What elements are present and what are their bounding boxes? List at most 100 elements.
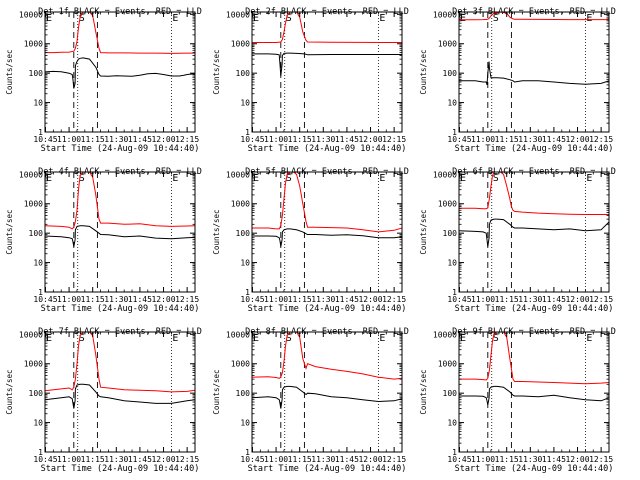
y-tick-label: 10	[240, 419, 250, 428]
x-axis-label: Start Time (24-Aug-09 10:44:40)	[41, 144, 200, 154]
y-tick-label: 10000	[19, 330, 43, 339]
lld-series-line	[459, 332, 609, 385]
events-series-line	[459, 218, 609, 247]
events-series-line	[45, 225, 195, 247]
x-tick-label: 11:00	[264, 455, 288, 464]
x-tick-label: 12:00	[151, 455, 175, 464]
x-tick-label: 11:30	[518, 135, 542, 144]
y-tick-label: 10000	[19, 10, 43, 19]
x-tick-label: 10:45	[33, 455, 57, 464]
y-tick-label: 10	[240, 99, 250, 108]
plot-frame	[251, 331, 403, 453]
events-series-line	[252, 385, 402, 409]
x-tick-label: 11:15	[495, 295, 519, 304]
y-tick-label: 10	[33, 259, 43, 268]
x-tick-label: 11:45	[542, 295, 566, 304]
x-axis-label: Start Time (24-Aug-09 10:44:40)	[41, 464, 200, 474]
x-tick-label: 12:00	[358, 295, 382, 304]
y-axis-label: Counts/sec	[419, 369, 428, 414]
marker-label-s: S	[79, 173, 85, 184]
events-series-line	[45, 383, 195, 409]
y-tick-label: 1	[245, 288, 250, 297]
x-tick-label: 11:45	[335, 455, 359, 464]
x-tick-label: 12:00	[358, 455, 382, 464]
y-axis-label: Counts/sec	[419, 209, 428, 254]
marker-label-e: E	[253, 333, 259, 344]
y-axis-label: Counts/sec	[5, 49, 14, 94]
y-axis-label: Counts/sec	[212, 49, 221, 94]
lld-series-line	[45, 12, 195, 54]
x-tick-label: 11:45	[542, 455, 566, 464]
y-tick-label: 10000	[226, 330, 250, 339]
x-tick-label: 12:00	[565, 455, 589, 464]
x-tick-label: 11:15	[81, 455, 105, 464]
y-tick-label: 10	[447, 419, 457, 428]
plot-frame	[44, 11, 196, 133]
y-tick-label: 1	[452, 128, 457, 137]
x-tick-label: 11:30	[311, 135, 335, 144]
y-tick-label: 1	[245, 128, 250, 137]
x-tick-label: 12:15	[175, 455, 199, 464]
y-tick-label: 100	[443, 389, 458, 398]
y-tick-label: 1	[38, 128, 43, 137]
marker-label-e: E	[46, 333, 52, 344]
events-series-line	[252, 228, 402, 247]
x-tick-label: 11:00	[57, 295, 81, 304]
marker-label-e: E	[379, 333, 385, 344]
x-tick-label: 11:45	[335, 295, 359, 304]
x-tick-label: 10:45	[33, 295, 57, 304]
x-tick-label: 12:00	[358, 135, 382, 144]
x-tick-label: 11:00	[57, 455, 81, 464]
y-tick-label: 100	[236, 389, 251, 398]
y-tick-label: 10000	[433, 330, 457, 339]
y-tick-label: 100	[29, 69, 44, 78]
x-axis-label: Start Time (24-Aug-09 10:44:40)	[455, 304, 614, 314]
x-axis-label: Start Time (24-Aug-09 10:44:40)	[41, 304, 200, 314]
y-tick-label: 100	[236, 229, 251, 238]
marker-label-e: E	[46, 173, 52, 184]
marker-label-s: S	[79, 13, 85, 24]
y-axis-label: Counts/sec	[212, 369, 221, 414]
x-tick-label: 12:15	[175, 295, 199, 304]
marker-label-e: E	[586, 173, 592, 184]
y-axis-label: Counts/sec	[419, 49, 428, 94]
x-tick-label: 12:00	[151, 295, 175, 304]
x-tick-label: 12:15	[589, 295, 613, 304]
marker-label-s: S	[493, 173, 499, 184]
y-tick-label: 1000	[24, 40, 43, 49]
x-tick-label: 11:15	[81, 295, 105, 304]
y-tick-label: 1	[245, 448, 250, 457]
x-tick-label: 10:45	[447, 135, 471, 144]
y-tick-label: 10000	[433, 10, 457, 19]
y-tick-label: 10	[240, 259, 250, 268]
y-tick-label: 100	[236, 69, 251, 78]
marker-label-e: E	[46, 13, 52, 24]
x-axis-label: Start Time (24-Aug-09 10:44:40)	[455, 144, 614, 154]
marker-label-s: S	[79, 333, 85, 344]
y-tick-label: 100	[443, 229, 458, 238]
events-series-line	[459, 385, 609, 405]
plot-frame	[458, 171, 610, 293]
marker-label-e: E	[460, 13, 466, 24]
x-tick-label: 11:30	[518, 455, 542, 464]
x-axis-label: Start Time (24-Aug-09 10:44:40)	[248, 304, 407, 314]
x-tick-label: 11:30	[104, 135, 128, 144]
y-tick-label: 1000	[231, 40, 250, 49]
y-tick-label: 100	[29, 389, 44, 398]
x-tick-label: 11:45	[128, 295, 152, 304]
x-tick-label: 12:15	[382, 295, 406, 304]
marker-label-e: E	[172, 173, 178, 184]
x-tick-label: 11:15	[288, 455, 312, 464]
lld-series-line	[252, 12, 402, 43]
y-axis-label: Counts/sec	[5, 209, 14, 254]
x-axis-label: Start Time (24-Aug-09 10:44:40)	[248, 464, 407, 474]
lld-series-line	[252, 332, 402, 380]
lld-series-line	[45, 172, 195, 230]
marker-label-s: S	[286, 333, 292, 344]
